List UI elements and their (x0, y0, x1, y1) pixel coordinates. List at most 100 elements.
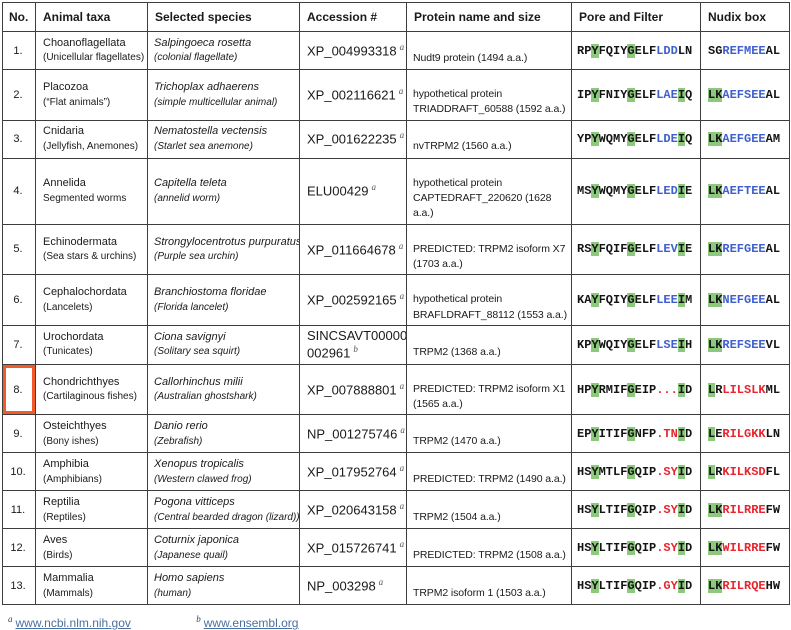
taxa-name: Annelida (43, 177, 86, 190)
sequence-segment: RILGKK (722, 426, 766, 441)
sequence-segment: I (677, 382, 686, 397)
taxa-cell: Amphibia (Amphibians) (35, 452, 148, 492)
sequence-segment: LK (708, 242, 723, 257)
taxa-common-name: (Birds) (43, 549, 73, 561)
accession-superscript: a (400, 425, 405, 436)
table-header-row: No. Animal taxa Selected species Accessi… (2, 2, 790, 32)
species-name: Trichoplax adhaerens (154, 81, 259, 94)
nudix-cell: LRKILKSDFL (700, 452, 790, 492)
footnote-marker-b: b (196, 614, 201, 625)
accession-superscript: a (399, 291, 405, 302)
species-common-name: (simple multicellular animal) (154, 96, 278, 108)
species-common-name: (Zebrafish) (154, 435, 203, 447)
sequence-segment: Y (591, 426, 599, 441)
nudix-sequence: LERILGKKLN (708, 426, 780, 441)
footnote-link-ensembl[interactable]: www.ensembl.org (203, 616, 299, 630)
species-cell: Callorhinchus milii (Australian ghostsha… (147, 363, 300, 416)
sequence-segment: G (627, 382, 635, 397)
nudix-sequence: LKREFGEEAL (708, 242, 780, 257)
sequence-segment: D (685, 502, 693, 517)
sequence-segment: LED (656, 184, 678, 199)
sequence-segment: RS (577, 242, 592, 257)
sequence-segment: Q (685, 132, 693, 147)
accession-superscript: a (399, 501, 405, 512)
taxa-common-name: (Tunicates) (43, 346, 93, 358)
sequence-segment: Y (591, 540, 599, 555)
pore-cell: HPYRMIFGEIP...ID (571, 363, 701, 416)
sequence-segment: HS (577, 578, 592, 593)
sequence-segment: .SY (656, 540, 678, 555)
accession-number: NP_001275746 (307, 426, 398, 442)
sequence-segment: FW (765, 502, 781, 517)
sequence-segment: IP (577, 87, 592, 102)
row-no-cell: 10. (2, 452, 36, 492)
species-common-name: (Western clawed frog) (154, 473, 252, 485)
taxa-name: Amphibia (43, 458, 89, 471)
nudix-sequence: SGREFMEEAL (708, 44, 780, 58)
species-name: Branchiostoma floridae (154, 286, 267, 299)
table-row: 9. Osteichthyes (Bony ishes) Danio rerio… (2, 414, 790, 454)
sequence-segment: KA (577, 293, 592, 308)
row-number: 8. (13, 383, 23, 396)
sequence-segment: G (627, 426, 635, 441)
table-row: 6. Cephalochordata (Lancelets) Branchios… (2, 274, 790, 326)
accession-cell: XP_002592165 a (299, 274, 407, 326)
sequence-segment: I (677, 540, 686, 555)
sequence-segment: EIP (634, 382, 657, 397)
nudix-sequence: LRLILSLKML (708, 382, 780, 397)
sequence-segment: Y (591, 87, 599, 102)
nudix-cell: LKRILRREFW (700, 490, 790, 530)
taxa-cell: Mammalia (Mammals) (35, 566, 148, 606)
sequence-segment: Y (591, 242, 599, 257)
nudix-sequence: LKAEFGEEAM (708, 132, 780, 147)
accession-number: XP_015726741 (307, 540, 397, 556)
species-name: Homo sapiens (154, 572, 225, 585)
sequence-segment: D (685, 464, 693, 479)
taxa-common-name: (Reptiles) (43, 511, 86, 523)
sequence-segment: AL (765, 184, 781, 199)
footnote-ncbi: a www.ncbi.nlm.nih.gov (8, 614, 131, 630)
nudix-cell: LKREFGEEAL (700, 223, 790, 276)
protein-name: PREDICTED: TRPM2 (1508 a.a.) (413, 548, 566, 561)
pore-cell: MSYWQMYGELFLEDIE (571, 157, 701, 225)
accession-superscript: a (399, 463, 405, 474)
column-header-selected-species: Selected species (147, 2, 300, 32)
sequence-segment: FNIY (598, 87, 628, 102)
species-common-name: (Starlet sea anemone) (154, 140, 253, 152)
accession-number: XP_002592165 (307, 292, 397, 308)
species-common-name: (Japanese quail) (154, 549, 228, 561)
taxa-cell: Echinodermata (Sea stars & urchins) (35, 223, 148, 276)
sequence-segment: SG (708, 43, 723, 58)
column-header-pore-and-filter: Pore and Filter (571, 2, 701, 32)
table-row: 10. Amphibia (Amphibians) Xenopus tropic… (2, 452, 790, 492)
species-cell: Xenopus tropicalis (Western clawed frog) (147, 452, 300, 492)
table-row: 1. Choanoflagellata (Unicellular flagell… (2, 31, 790, 70)
nudix-cell: LKWILRREFW (700, 528, 790, 568)
sequence-segment: I (677, 184, 686, 199)
species-cell: Capitella teleta (annelid worm) (147, 157, 300, 225)
accession-number: XP_020643158 (307, 502, 397, 518)
row-no-cell: 4. (2, 157, 36, 225)
protein-cell: nvTRPM2 (1560 a.a.) (406, 119, 572, 159)
pore-sequence: RSYFQIFGELFLEVIE (577, 242, 692, 257)
sequence-segment: WQMY (598, 184, 628, 199)
taxa-common-name: (Lancelets) (43, 301, 93, 313)
sequence-segment: KILKSD (722, 464, 766, 479)
row-no-cell: 9. (2, 414, 36, 454)
sequence-segment: QIP (634, 540, 657, 555)
species-name: Danio rerio (154, 420, 208, 433)
sequence-segment: ITIF (598, 426, 628, 441)
species-common-name: (Australian ghostshark) (154, 391, 257, 403)
sequence-segment: .TN (656, 426, 678, 441)
sequence-segment: ELF (634, 242, 657, 257)
sequence-segment: G (627, 540, 635, 555)
table-row: 13. Mammalia (Mammals) Homo sapiens (hum… (2, 566, 790, 606)
sequence-segment: I (677, 242, 686, 257)
footnote-link-ncbi[interactable]: www.ncbi.nlm.nih.gov (15, 616, 131, 630)
nudix-cell: LKAEFTEEAL (700, 157, 790, 225)
species-common-name: (annelid worm) (154, 192, 221, 204)
column-header-animal-taxa: Animal taxa (35, 2, 148, 32)
row-number: 6. (13, 294, 23, 307)
protein-name: hypothetical protein BRAFLDRAFT_88112 (1… (413, 293, 567, 321)
accession-cell: XP_007888801 a (299, 363, 407, 416)
